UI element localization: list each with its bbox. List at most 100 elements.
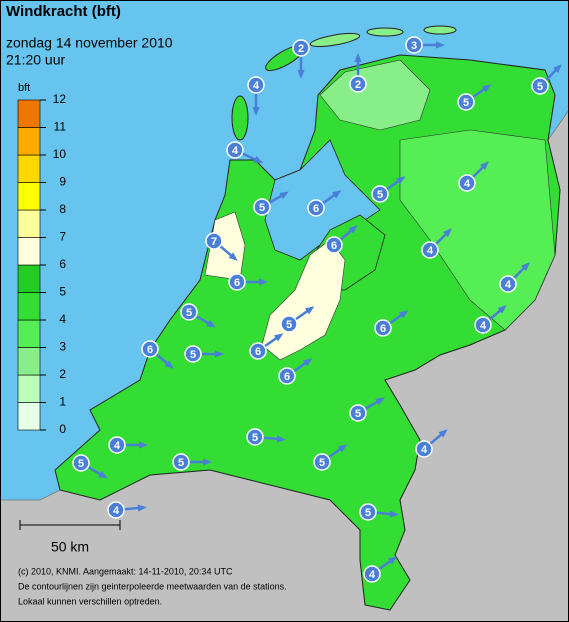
station-value: 6 bbox=[313, 203, 319, 215]
station-marker bbox=[499, 275, 517, 293]
legend-band bbox=[17, 182, 41, 211]
footer-line: De contourlijnen zijn geinterpoleerde me… bbox=[18, 581, 287, 591]
wind-arrow-head bbox=[302, 358, 313, 367]
station-marker bbox=[363, 565, 381, 583]
station-value: 5 bbox=[252, 432, 258, 444]
legend-band bbox=[17, 347, 41, 376]
station-marker bbox=[421, 241, 439, 259]
wind-arrow-head bbox=[436, 41, 445, 49]
station-value: 4 bbox=[464, 178, 471, 190]
station-marker bbox=[172, 453, 190, 471]
legend-label: 10 bbox=[53, 147, 67, 161]
station-marker bbox=[325, 236, 343, 254]
footer-line: Lokaal kunnen verschillen optreden. bbox=[18, 596, 162, 606]
time: 21:20 uur bbox=[6, 52, 65, 68]
wind-arrow-head bbox=[139, 441, 148, 449]
station-marker bbox=[205, 232, 223, 250]
wind-arrow-head bbox=[252, 107, 260, 116]
legend-label: 2 bbox=[59, 367, 66, 381]
station-marker bbox=[246, 428, 264, 446]
legend-label: 4 bbox=[59, 312, 66, 326]
station-value: 4 bbox=[114, 440, 121, 452]
station-marker bbox=[359, 503, 377, 521]
station-marker bbox=[349, 75, 367, 93]
wind-arrow-head bbox=[98, 470, 108, 479]
station-marker bbox=[371, 185, 389, 203]
legend-label: 12 bbox=[53, 92, 67, 106]
station-value: 6 bbox=[380, 323, 386, 335]
wind-arrow-head bbox=[137, 504, 147, 512]
wind-arrow-head bbox=[553, 64, 562, 73]
wind-arrow-head bbox=[348, 225, 358, 234]
legend-label: 5 bbox=[59, 285, 66, 299]
wind-arrow-head bbox=[304, 306, 315, 315]
station-marker bbox=[474, 316, 492, 334]
station-marker bbox=[292, 39, 310, 57]
wind-arrow-head bbox=[279, 191, 289, 200]
station-value: 5 bbox=[463, 97, 469, 109]
legend-label: 11 bbox=[54, 120, 67, 134]
legend-label: 8 bbox=[59, 202, 66, 216]
legend-band bbox=[17, 127, 41, 156]
station-marker bbox=[280, 315, 298, 333]
station-marker bbox=[278, 367, 296, 385]
wind-arrow-head bbox=[389, 510, 399, 518]
station-marker bbox=[184, 345, 202, 363]
wind-arrow-head bbox=[521, 262, 530, 271]
legend-label: 1 bbox=[59, 395, 66, 409]
station-marker bbox=[141, 340, 159, 358]
station-marker bbox=[374, 319, 392, 337]
station-value: 4 bbox=[232, 145, 239, 157]
wind-arrow-head bbox=[276, 435, 286, 443]
station-marker bbox=[415, 440, 433, 458]
wind-arrow-head bbox=[273, 333, 284, 342]
station-marker bbox=[226, 141, 244, 159]
station-value: 4 bbox=[505, 279, 512, 291]
station-value: 5 bbox=[355, 408, 361, 420]
title: Windkracht (bft) bbox=[6, 3, 121, 20]
legend-band bbox=[17, 99, 41, 128]
station-value: 5 bbox=[190, 349, 196, 361]
station-marker bbox=[247, 76, 265, 94]
station-value: 4 bbox=[421, 444, 428, 456]
wind-arrow-head bbox=[331, 190, 342, 199]
station-value: 5 bbox=[186, 307, 192, 319]
legend-label: 6 bbox=[59, 257, 66, 271]
zone-3 bbox=[319, 59, 431, 131]
station-value: 4 bbox=[253, 80, 260, 92]
legend-label: 0 bbox=[59, 422, 66, 436]
wind-arrow-head bbox=[259, 278, 268, 286]
footer-line: (c) 2010, KNMI. Aangemaakt: 14-11-2010, … bbox=[18, 566, 233, 576]
wind-arrow-head bbox=[354, 53, 362, 62]
legend-band bbox=[17, 237, 41, 266]
station-value: 3 bbox=[411, 40, 417, 52]
station-value: 5 bbox=[259, 202, 265, 214]
island bbox=[231, 95, 249, 141]
station-value: 2 bbox=[355, 79, 361, 91]
wind-arrow-head bbox=[398, 310, 409, 319]
scale-label: 50 km bbox=[51, 539, 89, 555]
wind-arrow-head bbox=[206, 319, 216, 328]
station-value: 7 bbox=[211, 236, 217, 248]
wind-arrow-head bbox=[481, 84, 492, 93]
station-marker bbox=[313, 453, 331, 471]
station-value: 5 bbox=[286, 319, 292, 331]
legend-band bbox=[17, 154, 41, 183]
wind-arrow-head bbox=[497, 305, 507, 314]
island bbox=[366, 27, 404, 37]
station-value: 5 bbox=[78, 458, 84, 470]
station-marker bbox=[458, 174, 476, 192]
station-marker bbox=[253, 198, 271, 216]
wind-arrow-head bbox=[387, 556, 398, 565]
wind-arrow-head bbox=[375, 397, 385, 406]
station-value: 5 bbox=[537, 81, 543, 93]
station-marker bbox=[228, 273, 246, 291]
wind-arrow-head bbox=[215, 350, 224, 358]
station-value: 6 bbox=[147, 344, 153, 356]
island bbox=[423, 25, 457, 35]
station-value: 5 bbox=[178, 457, 184, 469]
zone-4 bbox=[399, 129, 556, 331]
